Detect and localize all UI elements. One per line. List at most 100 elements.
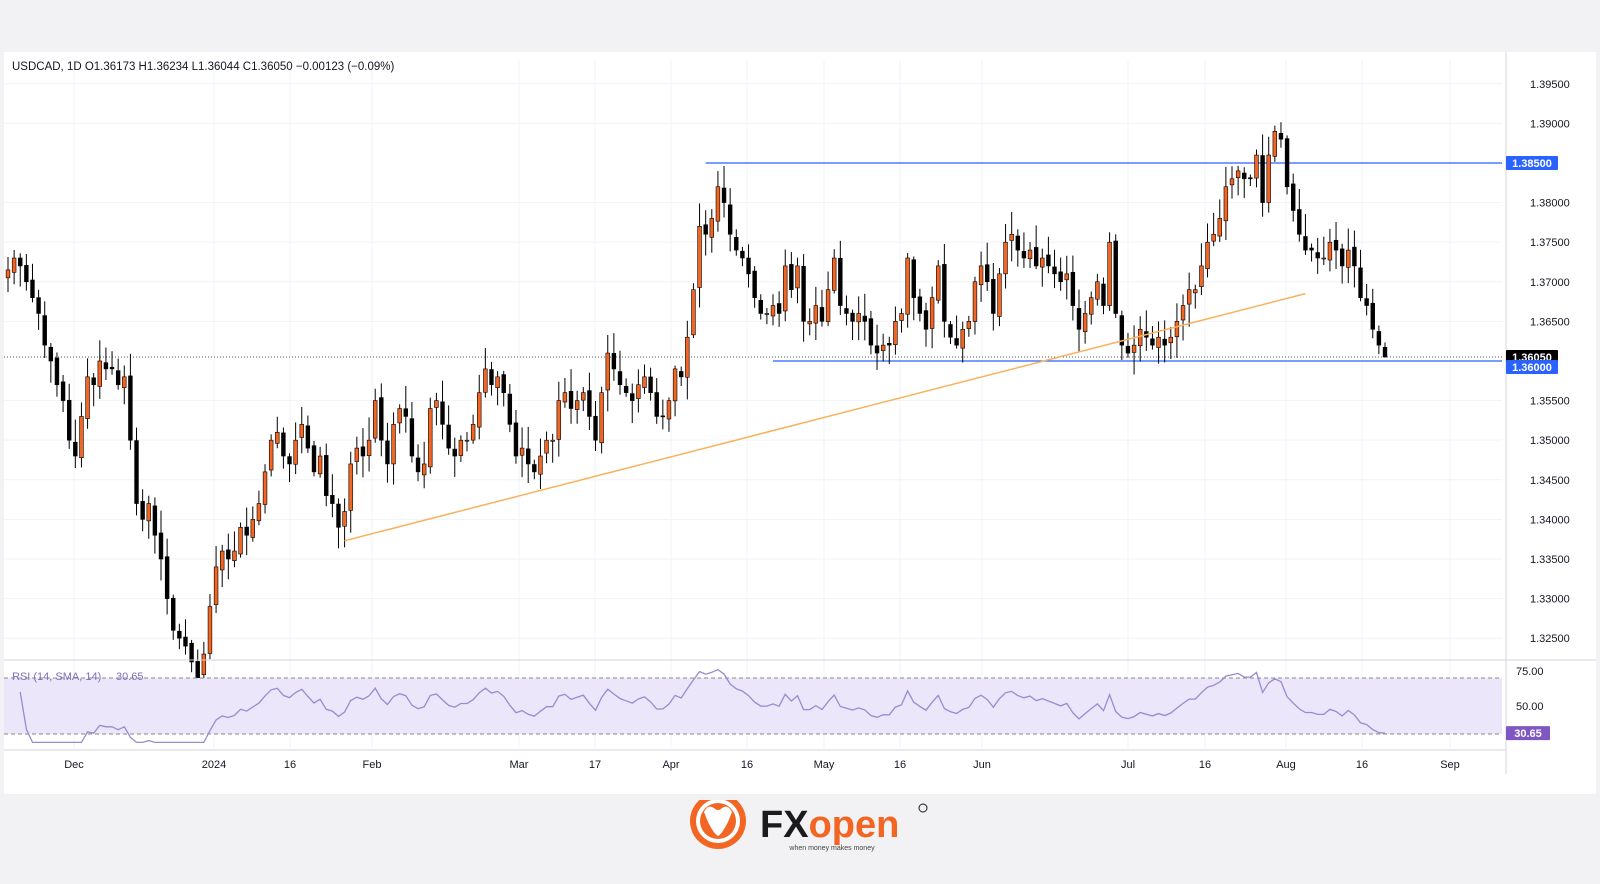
candle-body: [109, 366, 115, 370]
candle-body: [825, 289, 831, 322]
x-tick-label: Dec: [64, 759, 84, 771]
candle-body: [776, 303, 782, 314]
chart-panel[interactable]: 1.39500 1.39000 1.38000 1.37500 1.37000 1.365…: [4, 52, 1596, 794]
candle-body: [703, 224, 708, 235]
candle-body: [348, 463, 353, 511]
candle-body: [905, 257, 910, 315]
candle-body: [409, 418, 415, 457]
candle-body: [305, 425, 311, 449]
candle-body: [207, 606, 213, 654]
chart-canvas[interactable]: 1.39500 1.39000 1.38000 1.37500 1.37000 1.365…: [4, 52, 1596, 794]
candle-body: [1076, 308, 1082, 330]
price-badge-label: 1.36000: [1512, 362, 1552, 374]
candle-body: [574, 400, 580, 410]
candle-body: [966, 321, 972, 329]
candle-body: [226, 549, 231, 560]
candle-body: [544, 439, 549, 454]
candle-body: [1333, 239, 1339, 251]
candle-body: [85, 376, 90, 419]
y-tick-label: 1.34000: [1530, 514, 1570, 526]
candle-body: [42, 315, 47, 346]
candle-body: [1278, 133, 1284, 140]
candle-body: [936, 265, 941, 301]
candle-body: [1199, 265, 1204, 287]
candle-body: [18, 257, 23, 267]
candle-body: [1297, 209, 1302, 235]
brand-logo: FXopen when money makes money: [0, 793, 1600, 879]
x-tick-label: 16: [1199, 759, 1211, 771]
candle-body: [795, 265, 800, 289]
x-tick-label: 16: [1356, 759, 1368, 771]
candle-body: [354, 447, 360, 462]
candle-body: [1089, 297, 1094, 315]
candle-body: [954, 338, 959, 346]
candle-body: [568, 391, 574, 409]
candle-body: [103, 362, 109, 370]
candle-body: [115, 370, 121, 386]
candle-body: [960, 328, 965, 349]
candle-body: [60, 381, 66, 401]
candle-body: [929, 297, 935, 329]
rsi-tick-label: 50.00: [1516, 701, 1544, 713]
candle-body: [1174, 321, 1180, 338]
candle-body: [54, 357, 60, 386]
candle-body: [268, 439, 274, 471]
candle-body: [844, 308, 849, 314]
candle-body: [770, 305, 776, 317]
candle-body: [685, 336, 690, 378]
candle-body: [146, 503, 151, 522]
candle-body: [360, 446, 366, 457]
candle-body: [1352, 246, 1357, 267]
candle-body: [30, 279, 35, 298]
y-tick-label: 1.37000: [1530, 277, 1570, 289]
candle-body: [158, 532, 164, 560]
candle-body: [1284, 138, 1290, 188]
candle-body: [177, 630, 182, 639]
candle-body: [1113, 240, 1118, 314]
x-tick-label: 16: [741, 759, 753, 771]
candle-body: [379, 397, 384, 441]
candle-body: [899, 313, 904, 321]
candle-body: [623, 386, 629, 393]
candle-body: [654, 392, 659, 417]
candle-body: [1217, 218, 1222, 237]
rsi-legend-value: 30.65: [116, 671, 144, 683]
x-tick-label: 2024: [202, 759, 226, 771]
candle-body: [985, 264, 990, 283]
candle-body: [679, 371, 684, 378]
candle-body: [556, 400, 561, 440]
candle-body: [519, 447, 525, 456]
y-tick-label: 1.39000: [1530, 118, 1570, 130]
candle-body: [391, 424, 396, 465]
candle-body: [819, 307, 825, 322]
price-badge: [1506, 359, 1558, 374]
candle-body: [287, 456, 292, 465]
candle-body: [764, 313, 770, 315]
candle-body: [1156, 336, 1161, 348]
candle-body: [256, 503, 262, 522]
candle-body: [238, 527, 243, 555]
candle-body: [1107, 241, 1112, 306]
candle-body: [697, 226, 702, 288]
y-tick-label: 1.35000: [1530, 435, 1570, 447]
bull-logo-icon: [690, 793, 746, 849]
candle-body: [330, 495, 335, 504]
candle-body: [1138, 328, 1143, 347]
candle-body: [715, 186, 721, 222]
candle-body: [385, 440, 390, 465]
candle-body: [856, 313, 861, 323]
candle-body: [1382, 346, 1388, 358]
candle-body: [507, 393, 513, 425]
trendline[interactable]: [344, 292, 1306, 542]
candle-body: [1291, 183, 1296, 211]
x-tick-label: Jun: [973, 759, 991, 771]
candle-body: [1327, 241, 1333, 261]
candle-body: [893, 321, 898, 345]
candle-body: [183, 636, 188, 647]
y-tick-label: 1.38000: [1530, 198, 1570, 210]
candle-body: [832, 257, 837, 291]
candle-body: [513, 422, 519, 457]
y-tick-label: 1.33000: [1530, 594, 1570, 606]
candle-body: [1309, 247, 1314, 251]
